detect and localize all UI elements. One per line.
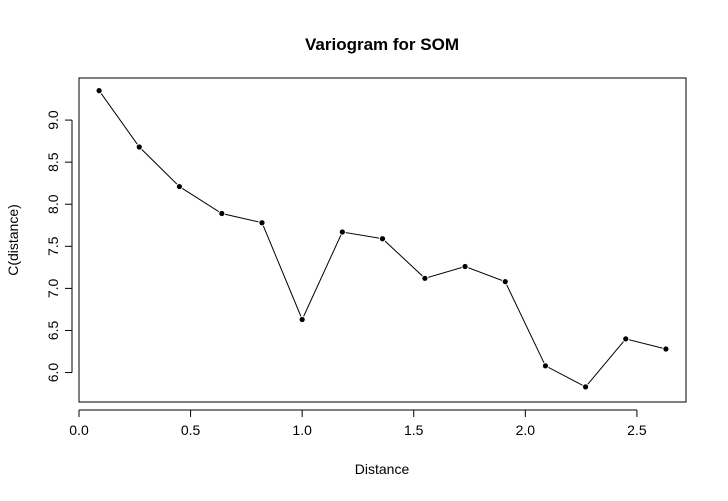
series-points <box>95 87 670 391</box>
data-point <box>259 220 265 226</box>
data-point <box>339 229 345 235</box>
data-point <box>663 346 669 352</box>
y-tick-label: 9.0 <box>45 110 61 130</box>
x-tick-label: 0.5 <box>181 422 201 438</box>
y-axis-label: C(distance) <box>5 204 21 276</box>
x-axis-label: Distance <box>355 461 410 477</box>
y-axis: 6.0 6.5 7.0 7.5 8.0 8.5 9.0 <box>45 110 73 383</box>
data-point <box>176 183 183 190</box>
y-tick-label: 7.0 <box>45 278 61 298</box>
x-axis: 0.0 0.5 1.0 1.5 2.0 2.5 <box>69 409 647 438</box>
data-point <box>379 236 386 242</box>
x-tick-label: 1.5 <box>404 422 424 438</box>
chart-title: Variogram for SOM <box>305 35 459 54</box>
y-tick-label: 6.5 <box>45 321 61 341</box>
data-point <box>96 88 102 94</box>
data-point <box>136 144 142 150</box>
data-point <box>422 275 428 281</box>
y-tick-label: 7.5 <box>45 236 61 256</box>
data-point <box>299 316 305 323</box>
y-tick-label: 8.5 <box>45 152 61 172</box>
data-point <box>623 336 629 342</box>
y-tick-label: 6.0 <box>45 363 61 383</box>
data-point <box>219 210 225 217</box>
data-point <box>582 384 589 390</box>
x-tick-label: 2.0 <box>516 422 536 438</box>
data-point <box>462 263 468 270</box>
x-tick-label: 0.0 <box>69 422 89 438</box>
x-tick-label: 2.5 <box>627 422 647 438</box>
plot-frame <box>78 77 687 403</box>
data-point <box>542 363 549 369</box>
x-tick-label: 1.0 <box>292 422 312 438</box>
data-point <box>502 279 508 285</box>
y-tick-label: 8.0 <box>45 194 61 214</box>
